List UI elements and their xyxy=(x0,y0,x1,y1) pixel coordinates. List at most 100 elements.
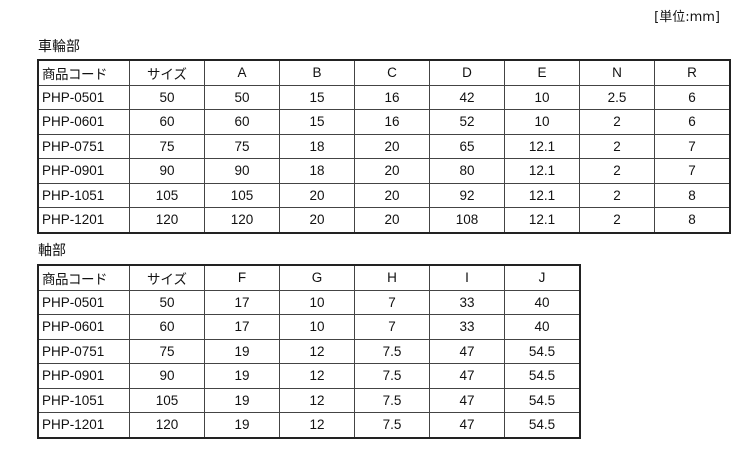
header-row: 商品コード サイズ F G H I J xyxy=(37,264,581,291)
table-cell: 10 xyxy=(279,289,355,315)
shaft-spec-table: 商品コード サイズ F G H I J PHP-0501 50 17 10 7 33 40 PHP-0601… xyxy=(37,264,581,439)
table-cell: 12.1 xyxy=(504,207,580,233)
header-row: 商品コード サイズ A B C D E N R xyxy=(37,59,731,86)
table-row: PHP-0901 90 19 12 7.5 47 54.5 xyxy=(37,363,581,389)
column-header: N xyxy=(579,59,655,86)
table-cell: 8 xyxy=(654,207,731,233)
table-row: PHP-0501 50 17 10 7 33 40 xyxy=(37,289,581,315)
column-header: サイズ xyxy=(129,264,205,291)
table-cell: 2.5 xyxy=(579,84,655,110)
table-cell: 18 xyxy=(279,158,355,184)
table-cell: 12 xyxy=(279,387,355,413)
column-header: 商品コード xyxy=(37,264,130,291)
table-cell: 6 xyxy=(654,109,731,135)
column-header: H xyxy=(354,264,430,291)
table-cell: 17 xyxy=(204,314,280,340)
table-cell: PHP-0901 xyxy=(37,363,130,389)
column-header: D xyxy=(429,59,505,86)
table-cell: 7.5 xyxy=(354,387,430,413)
table-cell: 2 xyxy=(579,109,655,135)
column-header: B xyxy=(279,59,355,86)
table-cell: 47 xyxy=(429,387,505,413)
table-cell: PHP-0751 xyxy=(37,338,130,364)
column-header: サイズ xyxy=(129,59,205,86)
table-cell: 75 xyxy=(129,133,205,159)
table-row: PHP-0501 50 50 15 16 42 10 2.5 6 xyxy=(37,84,731,110)
table-cell: 54.5 xyxy=(504,412,581,438)
table-cell: 12 xyxy=(279,363,355,389)
table-cell: 40 xyxy=(504,314,581,340)
table-cell: PHP-0751 xyxy=(37,133,130,159)
table-cell: 50 xyxy=(204,84,280,110)
table-cell: 16 xyxy=(354,109,430,135)
table-cell: 17 xyxy=(204,289,280,315)
table-cell: 2 xyxy=(579,207,655,233)
table-cell: 20 xyxy=(279,182,355,208)
table-cell: 40 xyxy=(504,289,581,315)
table-cell: 90 xyxy=(204,158,280,184)
column-header: 商品コード xyxy=(37,59,130,86)
table-row: PHP-1201 120 120 20 20 108 12.1 2 8 xyxy=(37,207,731,233)
table-row: PHP-1051 105 105 20 20 92 12.1 2 8 xyxy=(37,182,731,208)
unit-label: [単位:mm] xyxy=(654,10,720,25)
column-header: F xyxy=(204,264,280,291)
table-cell: 7 xyxy=(654,133,731,159)
table-cell: 7.5 xyxy=(354,412,430,438)
table-cell: 80 xyxy=(429,158,505,184)
table-cell: 2 xyxy=(579,158,655,184)
table-cell: 54.5 xyxy=(504,338,581,364)
column-header: C xyxy=(354,59,430,86)
table-cell: 105 xyxy=(204,182,280,208)
table-cell: 12 xyxy=(279,338,355,364)
table-cell: 15 xyxy=(279,109,355,135)
table-cell: 10 xyxy=(279,314,355,340)
table-cell: 20 xyxy=(279,207,355,233)
table-cell: 75 xyxy=(129,338,205,364)
table-cell: 105 xyxy=(129,182,205,208)
table-row: PHP-1051 105 19 12 7.5 47 54.5 xyxy=(37,387,581,413)
column-header: I xyxy=(429,264,505,291)
table-cell: 90 xyxy=(129,363,205,389)
table-cell: 8 xyxy=(654,182,731,208)
table-cell: 19 xyxy=(204,412,280,438)
table-row: PHP-0601 60 60 15 16 52 10 2 6 xyxy=(37,109,731,135)
table-cell: 20 xyxy=(354,158,430,184)
table-cell: 12.1 xyxy=(504,133,580,159)
table-cell: 7 xyxy=(654,158,731,184)
table-cell: 90 xyxy=(129,158,205,184)
table-cell: 65 xyxy=(429,133,505,159)
table-cell: 7.5 xyxy=(354,363,430,389)
table-cell: 50 xyxy=(129,289,205,315)
table-cell: 108 xyxy=(429,207,505,233)
table-cell: 19 xyxy=(204,387,280,413)
table-cell: 7.5 xyxy=(354,338,430,364)
table-row: PHP-0751 75 19 12 7.5 47 54.5 xyxy=(37,338,581,364)
table-cell: PHP-1051 xyxy=(37,182,130,208)
column-header: J xyxy=(504,264,581,291)
table-cell: 20 xyxy=(354,207,430,233)
wheel-spec-table: 商品コード サイズ A B C D E N R PHP-0501 50 50 15 16 42 10 2.5 6 P… xyxy=(37,59,731,234)
table-cell: 33 xyxy=(429,314,505,340)
table-cell: 16 xyxy=(354,84,430,110)
table-cell: 10 xyxy=(504,84,580,110)
table-cell: 12.1 xyxy=(504,182,580,208)
table-cell: 19 xyxy=(204,363,280,389)
table-cell: 2 xyxy=(579,133,655,159)
table-cell: PHP-0601 xyxy=(37,109,130,135)
table-row: PHP-0751 75 75 18 20 65 12.1 2 7 xyxy=(37,133,731,159)
table-cell: PHP-0501 xyxy=(37,84,130,110)
table-cell: 105 xyxy=(129,387,205,413)
table-row: PHP-1201 120 19 12 7.5 47 54.5 xyxy=(37,412,581,438)
column-header: E xyxy=(504,59,580,86)
wheel-section-title: 車輪部 xyxy=(38,39,80,55)
table-cell: 18 xyxy=(279,133,355,159)
table-cell: 15 xyxy=(279,84,355,110)
table-cell: PHP-1051 xyxy=(37,387,130,413)
shaft-section-title: 軸部 xyxy=(38,243,66,259)
table-cell: 120 xyxy=(129,207,205,233)
table-cell: 52 xyxy=(429,109,505,135)
column-header: A xyxy=(204,59,280,86)
table-cell: 2 xyxy=(579,182,655,208)
table-cell: 50 xyxy=(129,84,205,110)
table-row: PHP-0901 90 90 18 20 80 12.1 2 7 xyxy=(37,158,731,184)
